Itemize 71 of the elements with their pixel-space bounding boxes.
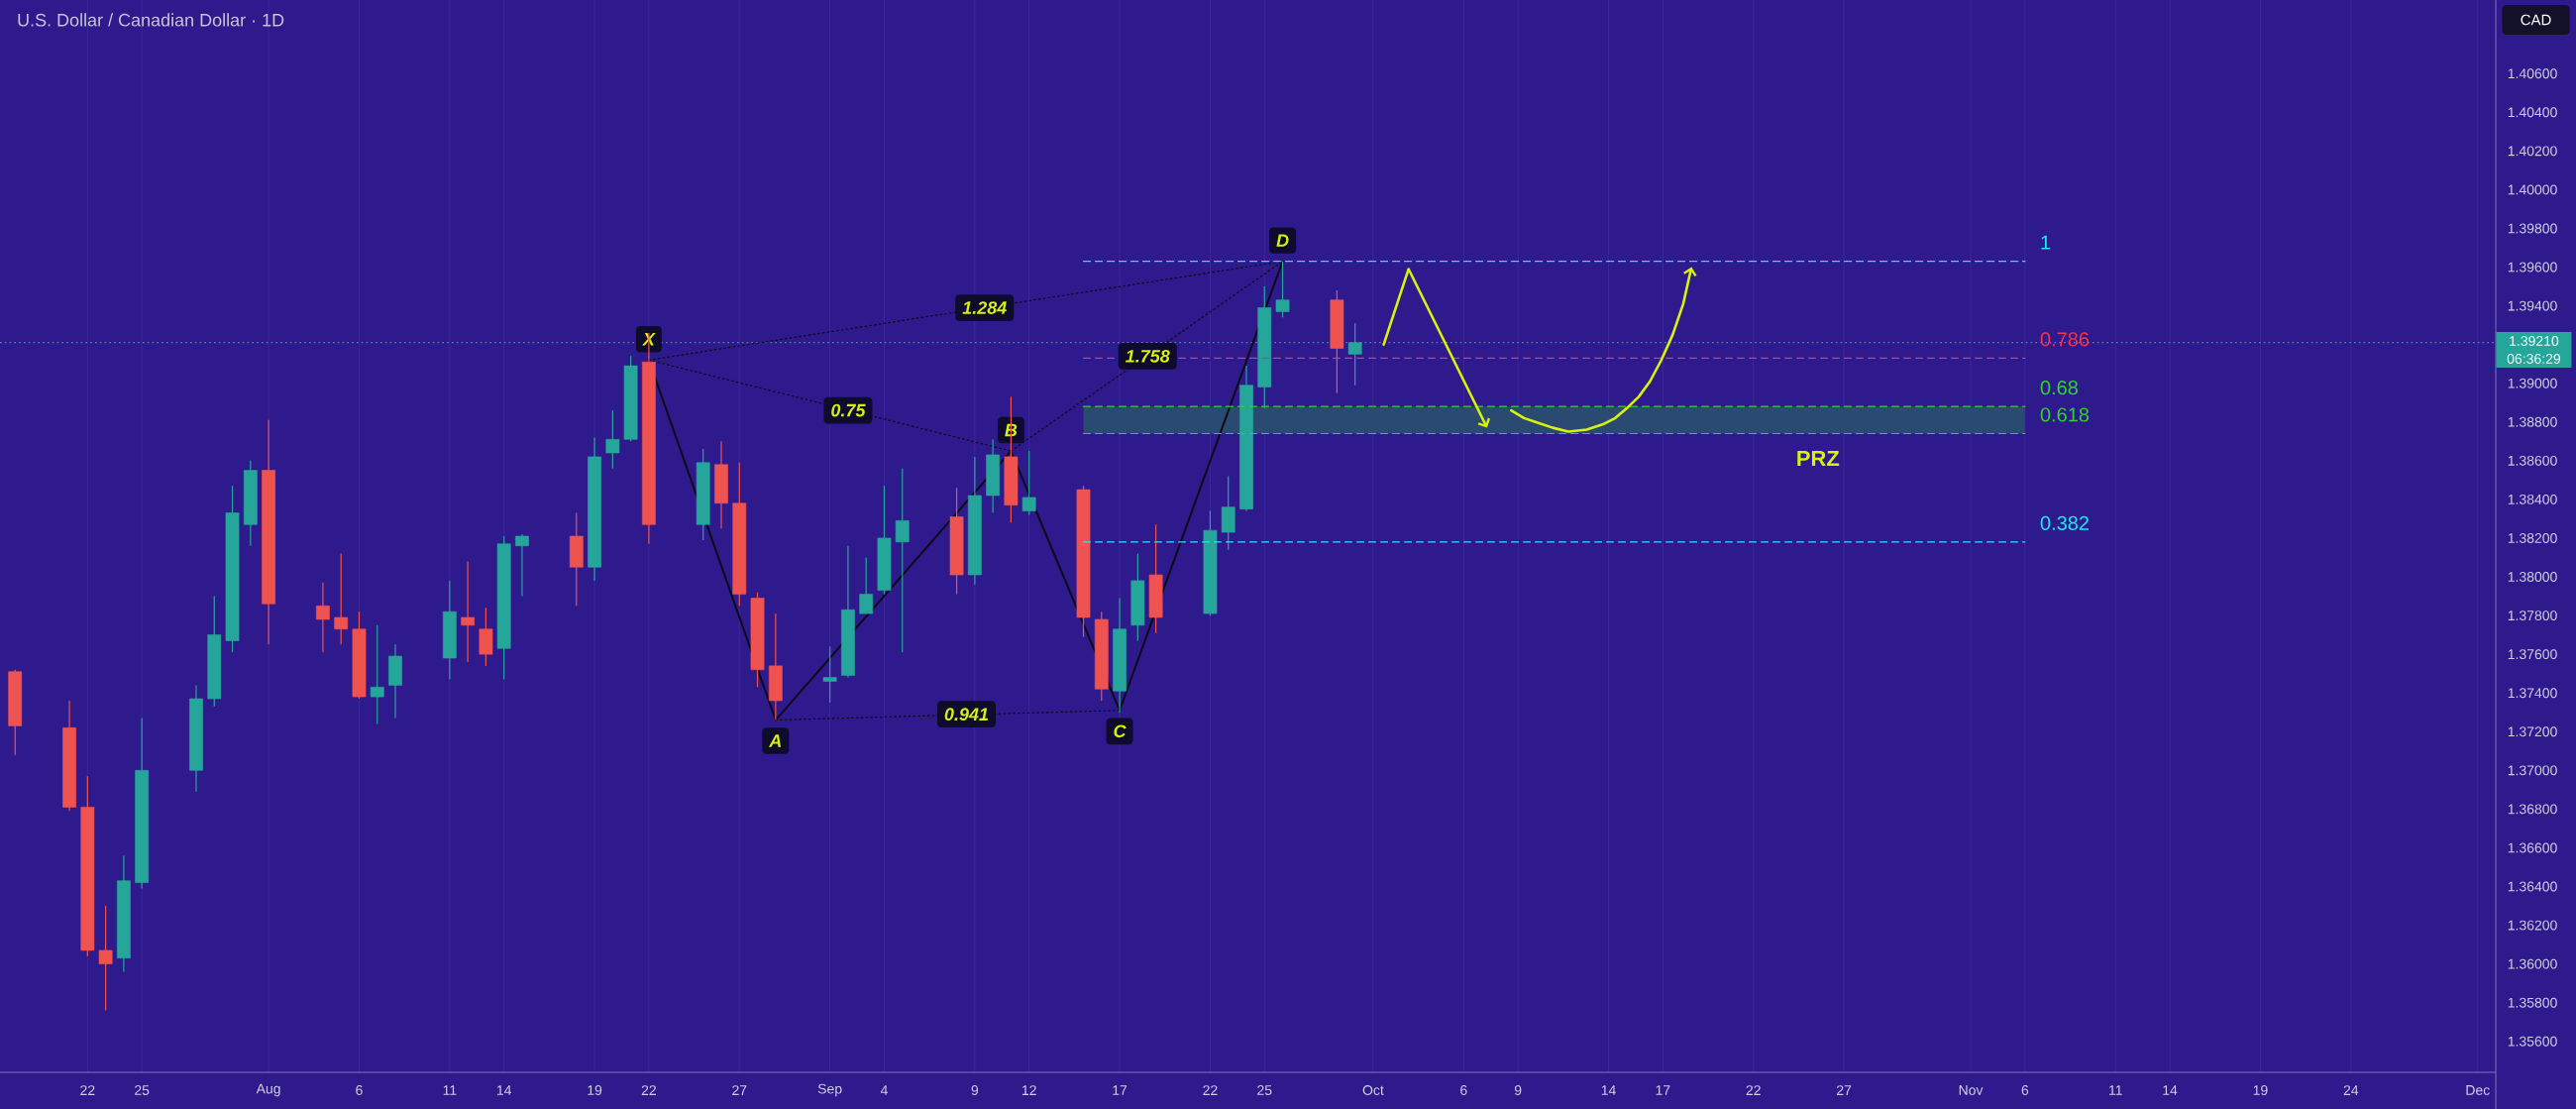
y-tick-label: 1.38600 [2508,455,2557,466]
y-tick-label: 1.40400 [2508,107,2557,118]
annotation: C [1114,724,1127,738]
y-tick-label: 1.39400 [2508,300,2557,311]
y-axis-title: CAD [2521,14,2551,26]
y-tick-label: 1.37200 [2508,726,2557,737]
y-tick-label: 1.40000 [2508,184,2557,195]
x-tick-label: 22 [1746,1085,1761,1095]
series-label: 0.382 [2040,515,2089,530]
y-tick-label: 1.36800 [2508,804,2557,815]
x-tick-label: 25 [135,1085,150,1095]
y-tick-label: 1.38400 [2508,494,2557,504]
x-tick-label: 24 [2343,1085,2359,1095]
y-tick-label: 1.36000 [2508,958,2557,969]
y-tick-label: 1.37400 [2508,688,2557,699]
x-tick-label: Aug [256,1083,280,1097]
y-tick-label: 1.40200 [2508,146,2557,157]
x-tick-label: Oct [1362,1085,1384,1095]
y-tick-label: 1.39600 [2508,262,2557,273]
y-tick-label: 1.35800 [2508,997,2557,1008]
annotation: 1.284 [962,301,1007,314]
x-tick-label: 6 [1460,1085,1467,1095]
x-tick-label: 14 [2163,1085,2178,1095]
y-tick-label: 1.37600 [2508,649,2557,660]
annotation: D [1276,234,1289,247]
x-tick-label: 9 [1514,1085,1522,1095]
annotation: 0.941 [944,708,989,721]
x-tick-label: 12 [1021,1085,1036,1095]
y-tick-label: 1.39000 [2508,378,2557,388]
y-tick-label: 1.37800 [2508,610,2557,621]
x-tick-label: 19 [2253,1085,2268,1095]
y-tick-label: 1.36400 [2508,881,2557,892]
y-tick-label: 1.38800 [2508,416,2557,427]
y-tick-label: 1.36600 [2508,842,2557,853]
x-tick-label: Dec [2466,1085,2490,1095]
annotation: 1.758 [1126,349,1170,363]
x-tick-label: 4 [880,1085,888,1095]
x-tick-label: 6 [2021,1085,2029,1095]
x-tick-label: 11 [443,1085,457,1095]
y-tick-label: 1.35600 [2508,1036,2557,1047]
x-tick-label: 11 [2109,1085,2122,1095]
x-tick-label: 27 [732,1085,747,1095]
y-tick-label: 1.39800 [2508,223,2557,234]
x-tick-label: Sep [817,1083,842,1097]
ref-line-label: 1.39210 06:36:29 [2507,336,2561,364]
x-tick-label: Nov [1959,1085,1984,1095]
x-tick-label: 27 [1837,1085,1852,1095]
series-label: 1 [2041,235,2051,250]
y-tick-label: 1.37000 [2508,765,2557,776]
x-tick-label: 22 [641,1085,656,1095]
annotation: A [768,734,782,747]
x-tick-label: 14 [1601,1085,1616,1095]
band-label: PRZ [1797,450,1840,467]
text: U.S. Dollar / Canadian Dollar · 1D [18,13,284,27]
y-tick-label: 1.40600 [2508,68,2557,79]
annotation: 0.75 [831,403,866,417]
series-label: 0.786 [2040,332,2090,347]
x-tick-label: 14 [496,1085,512,1095]
series-label: 0.68 [2040,381,2078,395]
x-tick-label: 22 [1203,1085,1218,1095]
x-tick-label: 17 [1113,1085,1127,1095]
x-tick-label: 17 [1656,1085,1670,1095]
x-tick-label: 25 [1257,1085,1272,1095]
x-tick-label: 9 [971,1085,979,1095]
y-tick-label: 1.36200 [2508,920,2557,931]
y-tick-label: 1.38200 [2508,533,2557,543]
x-tick-label: 6 [356,1085,363,1095]
y-tick-label: 1.38000 [2508,572,2557,582]
x-tick-label: 22 [80,1085,95,1095]
x-tick-label: 19 [588,1085,602,1095]
series-label: 0.618 [2040,407,2090,422]
